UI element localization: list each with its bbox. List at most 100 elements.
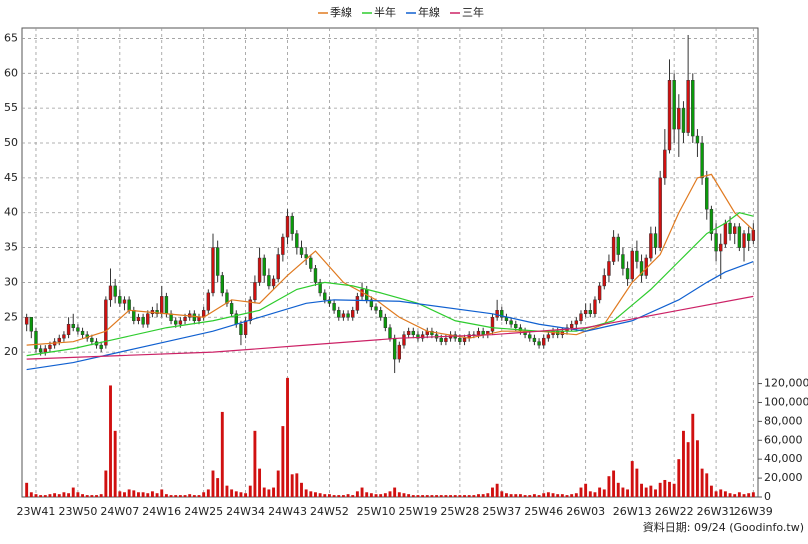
volume-bar	[244, 493, 248, 497]
candle-body	[663, 149, 667, 179]
candle-body	[113, 285, 117, 297]
volume-bar	[505, 493, 508, 497]
y2-tick-label: 80,000	[764, 414, 803, 427]
candle-body	[90, 337, 94, 342]
volume-bar	[449, 495, 453, 497]
candle-body	[546, 334, 551, 339]
legend-label: 年線	[418, 5, 440, 19]
volume-bar	[733, 494, 737, 497]
volume-bar	[481, 494, 485, 497]
volume-bar	[602, 489, 606, 497]
volume-bar	[388, 491, 392, 497]
candle-body	[66, 323, 71, 335]
volume-bar	[723, 491, 727, 497]
candle-body	[588, 310, 592, 315]
candle-body	[514, 323, 518, 328]
candle-body	[621, 254, 625, 269]
volume-bar	[137, 492, 140, 497]
candle-body	[411, 330, 415, 335]
volume-bar	[439, 495, 443, 497]
candle-body	[611, 236, 616, 262]
candle-body	[174, 320, 178, 325]
volume-bar	[211, 470, 215, 497]
volume-bar	[234, 491, 238, 497]
candle-body	[500, 310, 504, 318]
volume-bar	[416, 495, 420, 497]
candle-body	[160, 296, 164, 315]
candle-body	[509, 320, 513, 325]
candle-body	[192, 313, 197, 322]
volume-bar	[402, 493, 406, 497]
volume-bar	[327, 494, 331, 497]
volume-bar	[523, 495, 527, 497]
candle-body	[369, 299, 374, 308]
volume-bar	[570, 494, 574, 497]
candle-body	[99, 344, 103, 349]
y2-tick-label: 40,000	[764, 452, 803, 465]
volume-bar	[663, 479, 667, 497]
volume-bar	[341, 495, 345, 497]
volume-bar	[654, 489, 657, 497]
volume-bar	[453, 495, 457, 497]
plot-frame	[21, 27, 759, 498]
candle-body	[574, 320, 579, 325]
candle-body	[71, 323, 75, 328]
volume-bar	[309, 491, 313, 497]
volume-bar	[76, 492, 80, 497]
volume-bar	[281, 426, 285, 497]
volume-bar	[113, 430, 117, 497]
volume-bar	[588, 491, 592, 497]
candle-body	[462, 337, 467, 342]
candle-body	[43, 348, 47, 353]
volume-bar	[537, 495, 541, 497]
candle-body	[528, 334, 532, 339]
volume-bar	[598, 487, 602, 497]
y2-tick-label: 100,000	[764, 395, 808, 408]
volume-bar	[747, 493, 751, 497]
candle-body	[285, 215, 290, 238]
candle-body	[229, 303, 234, 315]
candle-body	[705, 177, 709, 210]
volume-bar	[206, 489, 210, 497]
volume-bar	[99, 494, 103, 497]
y-tick-label: 45	[4, 171, 18, 184]
volume-bar	[85, 495, 89, 497]
candle-body	[239, 323, 243, 335]
candle-body	[416, 334, 420, 339]
volume-bar	[379, 494, 383, 497]
candle-body	[495, 310, 499, 318]
volume-bar	[542, 493, 546, 497]
candle-body	[355, 296, 360, 311]
volume-bar	[518, 494, 522, 497]
volume-bar	[626, 489, 630, 497]
volume-bar	[644, 487, 648, 497]
volume-bar	[118, 491, 122, 497]
volume-bar	[546, 492, 550, 497]
candle-body	[122, 299, 127, 304]
candle-body	[537, 341, 541, 346]
volume-bar	[574, 493, 578, 497]
candle-body	[691, 80, 695, 137]
candle-body	[569, 323, 574, 328]
volume-bar	[560, 494, 564, 497]
volume-bar	[81, 494, 85, 497]
y-tick-label: 20	[4, 345, 18, 358]
volume-bar	[123, 492, 126, 497]
ma-line	[26, 260, 754, 371]
volume-bar	[500, 491, 504, 497]
candle-body	[38, 348, 43, 353]
candle-body	[267, 275, 271, 287]
volume-bar	[556, 494, 560, 497]
candle-body	[136, 317, 141, 322]
candle-body	[243, 320, 248, 335]
y-tick-label: 35	[4, 241, 18, 254]
candle-body	[248, 299, 252, 322]
candle-body	[62, 334, 66, 339]
candle-body	[29, 317, 34, 332]
candle-body	[397, 344, 402, 360]
volume-bar	[262, 487, 266, 497]
volume-bar	[495, 483, 499, 497]
volume-bar	[579, 487, 583, 497]
volume-bar	[360, 487, 364, 497]
volume-bar	[178, 495, 182, 497]
